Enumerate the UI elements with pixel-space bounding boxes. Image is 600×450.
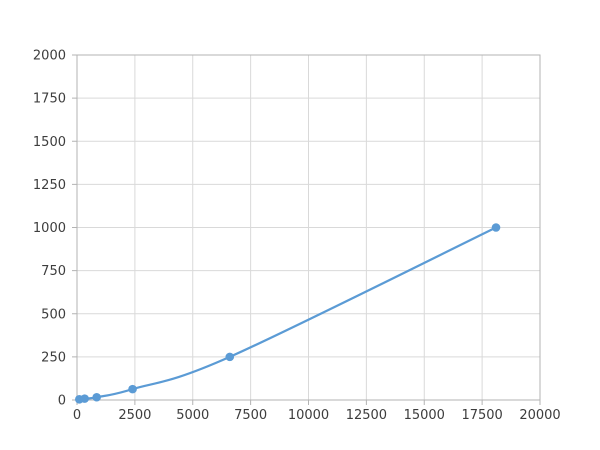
y-tick-label: 1000 bbox=[33, 221, 66, 236]
data-point bbox=[92, 392, 101, 402]
data-point bbox=[128, 384, 137, 394]
x-tick-label: 17500 bbox=[461, 408, 502, 423]
data-point bbox=[225, 352, 235, 362]
x-tick-label: 15000 bbox=[404, 408, 445, 423]
y-tick-label: 2000 bbox=[33, 49, 66, 64]
y-tick-label: 500 bbox=[41, 307, 66, 322]
y-tick-label: 750 bbox=[41, 264, 66, 279]
y-tick-label: 250 bbox=[41, 350, 66, 365]
y-tick-label: 1500 bbox=[33, 135, 66, 150]
x-tick-label: 10000 bbox=[288, 408, 329, 423]
y-tick-label: 1750 bbox=[33, 92, 66, 107]
x-tick-label: 12500 bbox=[346, 408, 387, 423]
data-point bbox=[491, 223, 501, 232]
x-tick-label: 20000 bbox=[519, 408, 560, 423]
x-tick-label: 2500 bbox=[118, 408, 151, 423]
data-point bbox=[80, 394, 89, 403]
x-tick-label: 0 bbox=[73, 408, 81, 423]
y-tick-label: 0 bbox=[58, 394, 66, 409]
x-tick-label: 7500 bbox=[234, 408, 267, 423]
x-tick-label: 5000 bbox=[176, 408, 209, 423]
y-tick-label: 1250 bbox=[33, 178, 66, 193]
